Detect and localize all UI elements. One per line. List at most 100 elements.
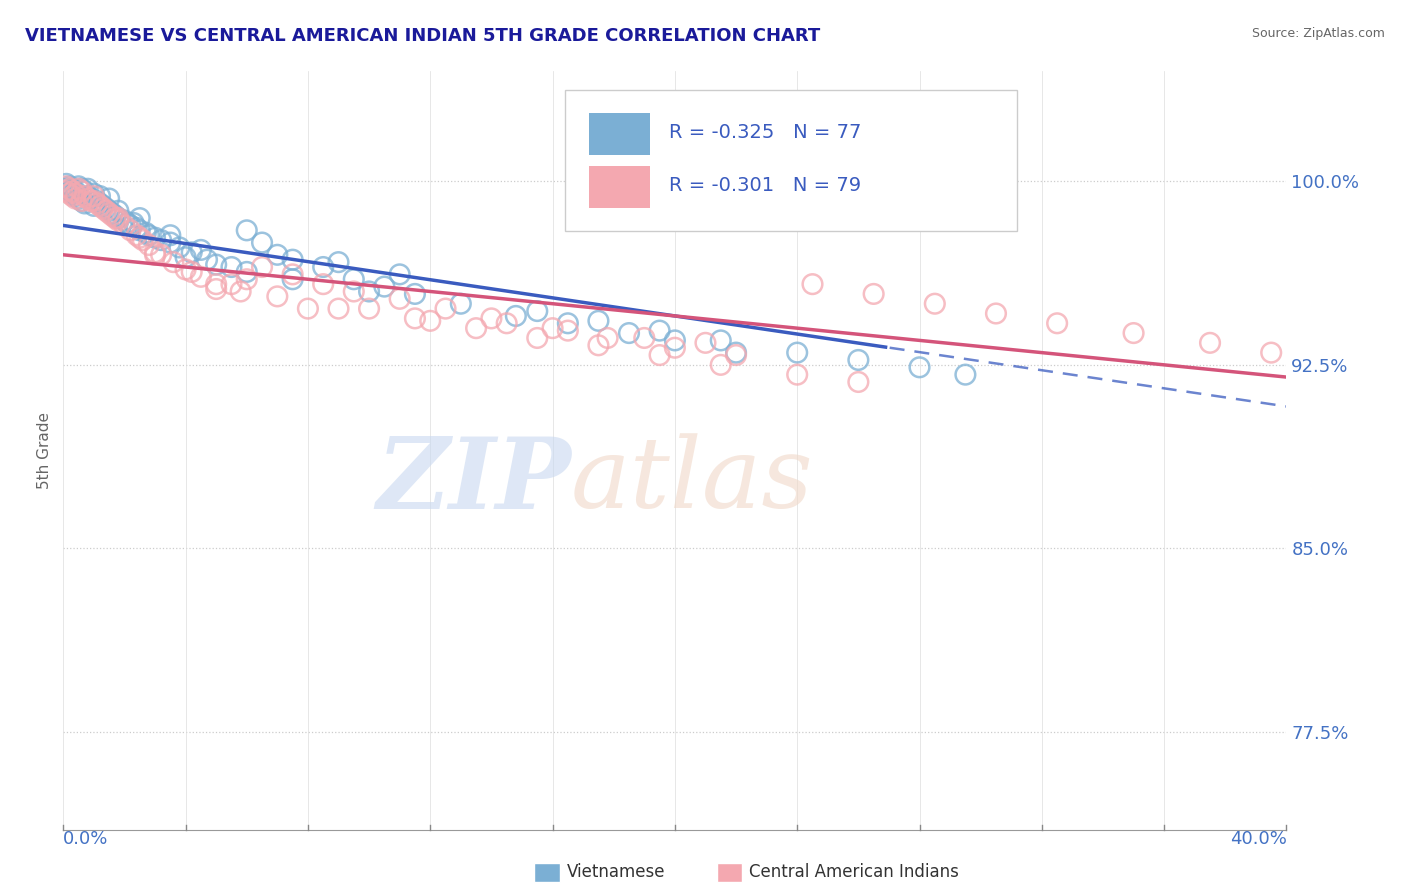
Point — [343, 272, 366, 286]
Point — [235, 223, 259, 237]
Text: atlas: atlas — [571, 434, 814, 528]
Point — [710, 358, 733, 372]
Point — [138, 238, 160, 252]
Point — [266, 248, 288, 262]
Point — [132, 233, 155, 247]
Point — [98, 206, 121, 220]
Point — [190, 243, 212, 257]
Point — [91, 202, 114, 216]
Point — [159, 235, 181, 250]
Point — [76, 189, 98, 203]
Point — [107, 211, 129, 226]
FancyBboxPatch shape — [589, 166, 651, 208]
Point — [143, 245, 166, 260]
Point — [62, 182, 84, 196]
Point — [801, 277, 824, 292]
Point — [229, 285, 252, 299]
Point — [62, 184, 84, 198]
Point — [128, 223, 150, 237]
Point — [725, 345, 748, 359]
Point — [505, 309, 527, 323]
Point — [526, 331, 548, 345]
Point — [862, 287, 884, 301]
Point — [328, 301, 350, 316]
Point — [159, 228, 181, 243]
Point — [83, 189, 105, 203]
Point — [648, 324, 671, 338]
Point — [1046, 316, 1069, 330]
Point — [312, 277, 335, 292]
Point — [404, 287, 426, 301]
FancyBboxPatch shape — [589, 113, 651, 155]
Point — [846, 353, 869, 368]
Point — [162, 255, 184, 269]
Point — [58, 182, 80, 196]
Point — [98, 192, 121, 206]
Point — [122, 216, 145, 230]
Point — [190, 269, 212, 284]
Point — [76, 192, 98, 206]
Point — [388, 292, 411, 306]
Y-axis label: 5th Grade: 5th Grade — [37, 412, 52, 489]
Point — [373, 279, 395, 293]
Point — [70, 194, 93, 208]
Point — [205, 277, 228, 292]
Point — [107, 203, 129, 218]
Point — [281, 272, 304, 286]
Point — [495, 316, 517, 330]
Point — [91, 199, 114, 213]
Text: 40.0%: 40.0% — [1230, 830, 1286, 847]
Point — [62, 186, 84, 201]
Point — [101, 209, 124, 223]
Point — [62, 189, 84, 203]
Point — [101, 206, 124, 220]
Point — [633, 331, 655, 345]
Point — [205, 258, 228, 272]
Point — [924, 296, 946, 310]
Point — [70, 184, 93, 198]
Point — [557, 316, 579, 330]
Point — [281, 252, 304, 267]
Point — [86, 196, 108, 211]
Point — [221, 277, 243, 292]
Point — [588, 338, 610, 352]
Point — [328, 255, 350, 269]
Point — [235, 265, 259, 279]
Point — [117, 216, 139, 230]
Point — [80, 192, 103, 206]
Point — [67, 179, 90, 194]
Point — [114, 213, 135, 227]
Point — [89, 199, 111, 213]
Point — [98, 203, 121, 218]
Point — [89, 189, 111, 203]
Point — [128, 211, 150, 226]
Point — [205, 282, 228, 296]
Point — [434, 301, 457, 316]
Point — [281, 268, 304, 282]
Point — [846, 375, 869, 389]
Point — [65, 184, 87, 198]
Point — [94, 202, 117, 216]
Point — [588, 314, 610, 328]
Point — [83, 199, 105, 213]
Point — [235, 272, 259, 286]
Point — [174, 262, 197, 277]
Point — [297, 301, 319, 316]
Point — [80, 194, 103, 208]
Point — [648, 348, 671, 362]
Point — [67, 182, 90, 196]
Point — [357, 301, 380, 316]
Point — [58, 186, 80, 201]
Point — [725, 348, 748, 362]
Text: Source: ZipAtlas.com: Source: ZipAtlas.com — [1251, 27, 1385, 40]
Point — [70, 194, 93, 208]
Point — [195, 252, 218, 267]
Point — [169, 240, 191, 254]
Point — [250, 235, 273, 250]
Text: Vietnamese: Vietnamese — [567, 863, 665, 881]
Point — [107, 211, 129, 226]
Point — [174, 250, 197, 264]
Point — [120, 219, 142, 233]
Point — [465, 321, 488, 335]
Point — [55, 179, 77, 194]
